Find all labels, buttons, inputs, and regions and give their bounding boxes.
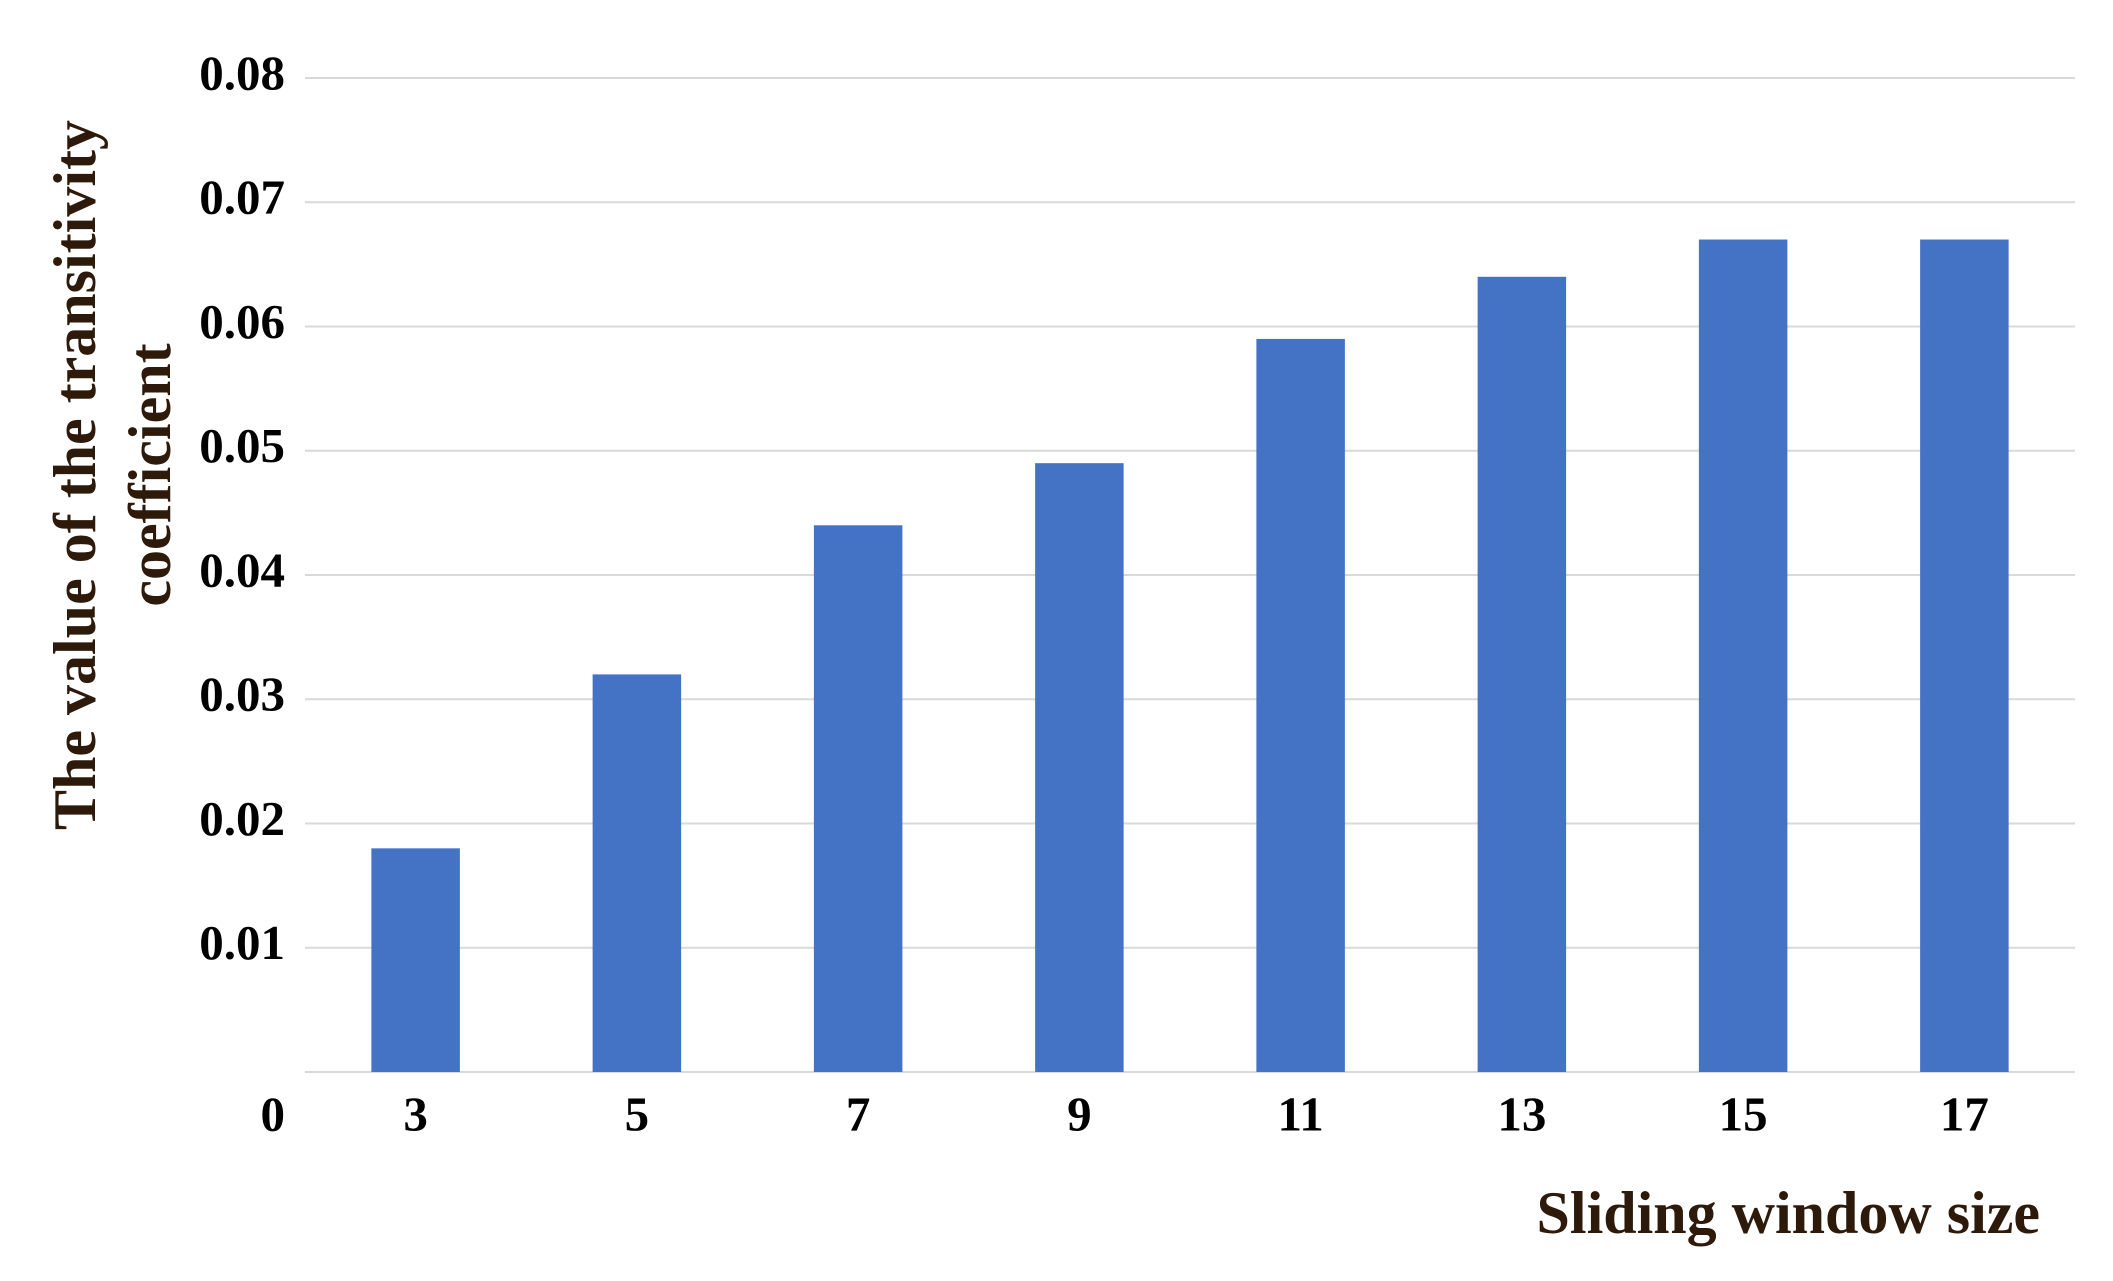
bar: [592, 674, 682, 1072]
bar: [1035, 463, 1124, 1072]
y-tick-label: 0.06: [199, 294, 285, 349]
x-tick-label: 11: [1277, 1086, 1323, 1141]
bar: [1256, 338, 1345, 1072]
y-axis-title: coefficient: [117, 343, 183, 606]
y-tick-label: 0.05: [199, 418, 285, 473]
y-tick-label: 0: [261, 1086, 286, 1141]
y-tick-label: 0.07: [199, 170, 285, 225]
bar: [813, 525, 903, 1072]
y-tick-label: 0.03: [199, 667, 285, 722]
y-tick-label: 0.02: [199, 791, 285, 846]
x-tick-label: 5: [625, 1086, 650, 1141]
x-tick-label: 13: [1497, 1086, 1546, 1141]
x-tick-label: 3: [403, 1086, 428, 1141]
x-tick-label: 9: [1067, 1086, 1092, 1141]
y-tick-label: 0.08: [199, 45, 285, 100]
bar: [1920, 239, 2009, 1072]
y-tick-label: 0.04: [199, 542, 285, 597]
y-tick-label: 0.01: [199, 915, 285, 970]
x-tick-label: 15: [1719, 1086, 1768, 1141]
bar: [1477, 276, 1567, 1072]
y-axis-title: The value of the transitivity: [42, 120, 108, 830]
x-tick-label: 7: [846, 1086, 871, 1141]
bar: [1698, 239, 1788, 1072]
x-tick-label: 17: [1940, 1086, 1989, 1141]
x-axis-title: Sliding window size: [1537, 1180, 2040, 1246]
bar: [371, 848, 460, 1072]
